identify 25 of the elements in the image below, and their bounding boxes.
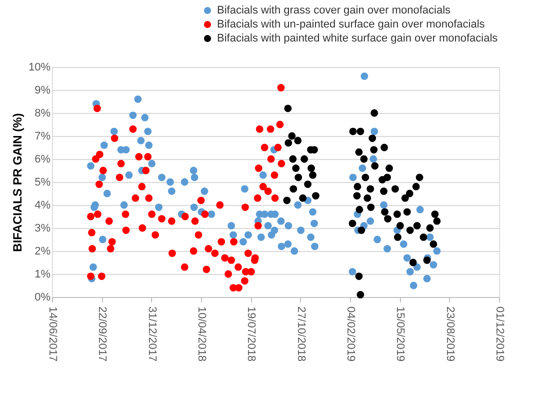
x-tick-label: 19/07/2018: [245, 306, 258, 362]
y-tick-label: 3%: [34, 222, 51, 234]
x-tick-label: 22/09/2017: [96, 306, 108, 362]
y-tick-label: 8%: [34, 108, 51, 120]
y-tick-label: 9%: [34, 84, 51, 96]
x-tick-label: 23/08/2019: [444, 306, 456, 362]
y-tick-label: 0%: [34, 292, 51, 304]
y-tick-label: 10%: [28, 62, 51, 74]
y-tick-label: 1%: [34, 268, 51, 280]
x-tick-label: 14/06/2017: [46, 306, 58, 362]
y-tick-label: 6%: [34, 154, 51, 166]
x-tick-label: 04/02/2019: [344, 306, 356, 362]
x-tick-label: 01/12/2019: [494, 306, 506, 362]
legend-label: Bifacials with painted white surface gain over monofacials: [217, 32, 498, 44]
y-tick-label: 7%: [34, 130, 51, 142]
y-tick-label: 5%: [34, 176, 51, 188]
x-tick-label: 31/12/2017: [146, 306, 158, 362]
legend-label: Bifacials with grass cover gain over monofacials: [217, 4, 452, 16]
legend-label: Bifacials with un-painted surface gain over monofacials: [217, 18, 486, 30]
y-axis-title: BIFACIALS PR GAIN (%): [10, 113, 24, 252]
x-tick-label: 10/04/2018: [196, 306, 208, 362]
x-tick-label: 27/10/2018: [294, 306, 307, 362]
y-tick-label: 2%: [34, 246, 51, 258]
x-tick-label: 15/05/2019: [394, 306, 406, 362]
y-tick-label: 4%: [34, 200, 51, 212]
